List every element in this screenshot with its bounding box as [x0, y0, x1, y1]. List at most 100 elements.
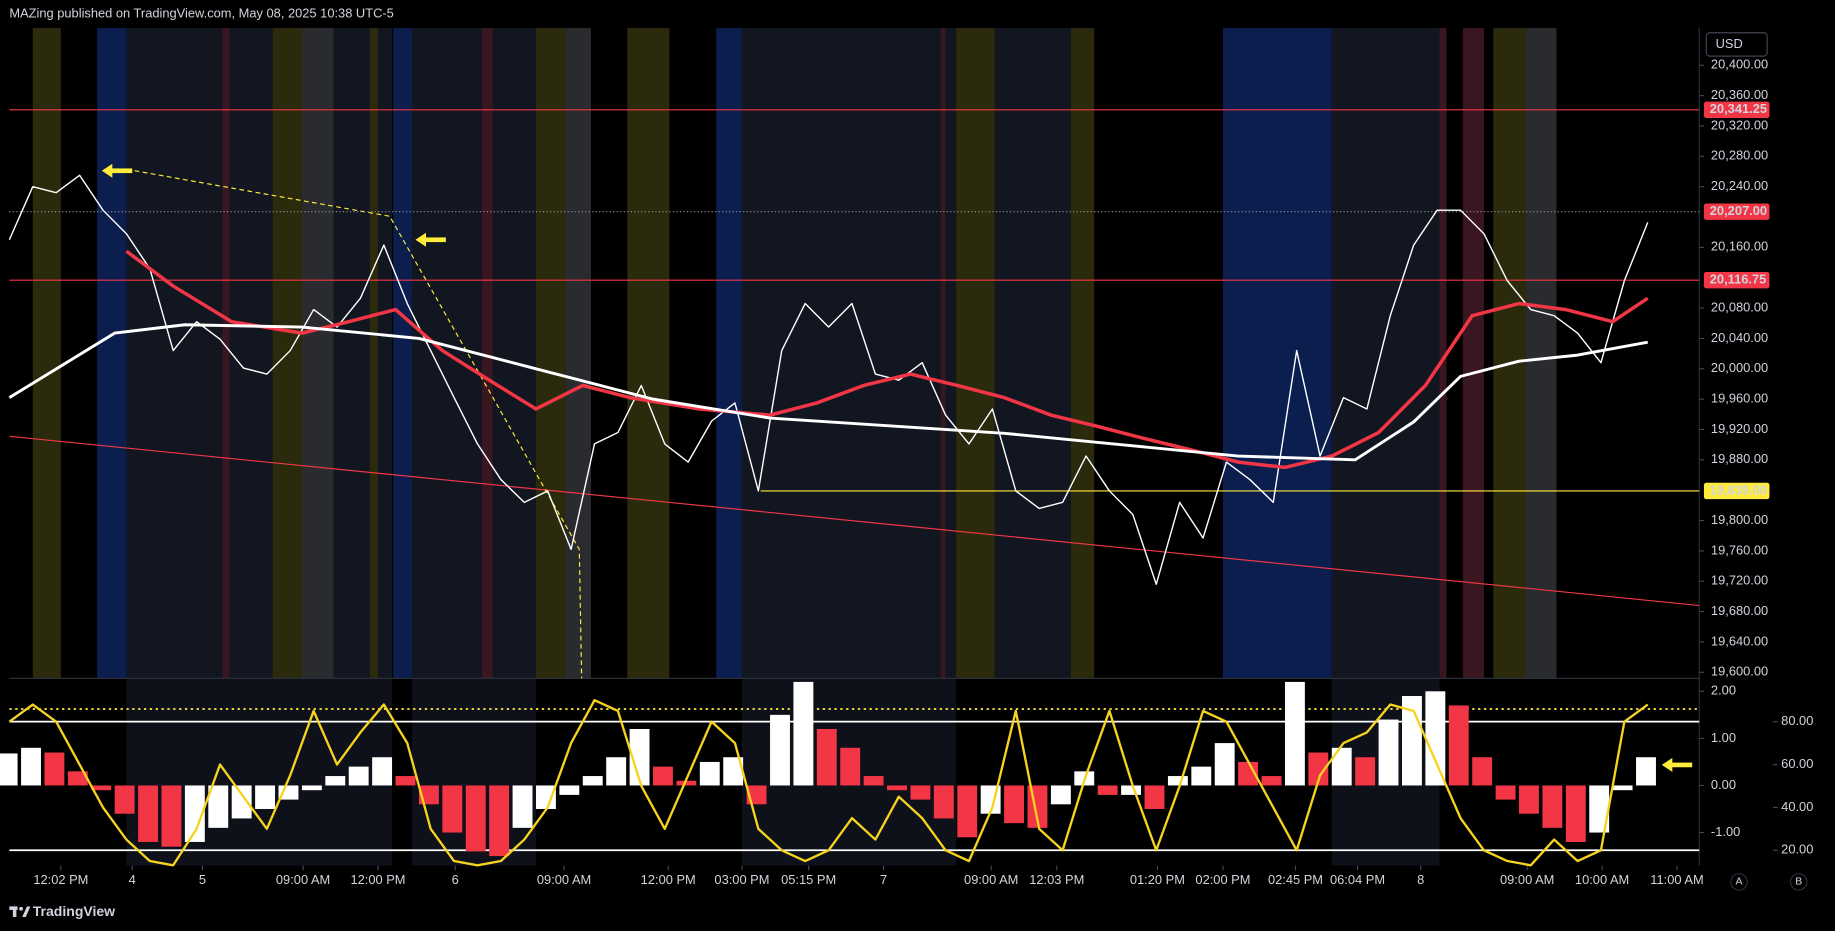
arrow-shaft: [424, 237, 446, 243]
session-band: [741, 28, 957, 679]
arrow-shaft: [111, 168, 133, 174]
histogram-bar: [465, 785, 486, 852]
x-tick-label: 02:45 PM: [1268, 872, 1323, 887]
axis-button[interactable]: [1730, 873, 1748, 891]
histogram-bar: [138, 785, 158, 842]
x-tick-label: 8: [1417, 872, 1424, 887]
arrow-head: [415, 232, 426, 247]
y-tick-label: 20,280.00: [1711, 148, 1768, 163]
arrow-head: [1661, 757, 1673, 772]
histogram-bar: [1121, 785, 1142, 795]
histogram-bar: [1565, 785, 1586, 842]
histogram-bar: [301, 785, 322, 791]
price-level-label: 20,341.25: [1710, 101, 1767, 116]
histogram-bar: [957, 785, 978, 838]
x-tick-label: 12:00 PM: [641, 872, 696, 887]
histogram-bar: [1472, 757, 1493, 786]
x-tick-label: 05:15 PM: [781, 872, 836, 887]
y-tick-label: 20,040.00: [1711, 330, 1768, 345]
histogram-bar: [746, 785, 767, 805]
histogram-bar: [887, 785, 907, 791]
histogram-bar: [208, 785, 229, 828]
session-band: [535, 28, 566, 679]
session-bands: [32, 28, 1557, 866]
arrow-shaft: [1671, 762, 1693, 768]
x-tick-label: 7: [880, 872, 887, 887]
y-tick-label: 20,400.00: [1711, 57, 1768, 72]
histogram-bar: [840, 747, 861, 786]
histogram-bar: [67, 771, 88, 786]
x-tick-label: 6: [452, 872, 459, 887]
histogram-bar: [606, 757, 627, 786]
y-tick-label: 20,160.00: [1711, 239, 1768, 254]
histogram-bar: [372, 757, 393, 786]
header-text: MAZing published on TradingView.com, May…: [9, 5, 393, 20]
price-level-label: 20,116.75: [1710, 272, 1767, 287]
histogram-bar: [114, 785, 135, 814]
histogram-bar: [653, 766, 673, 786]
histogram-bar: [231, 785, 252, 819]
currency-box[interactable]: [1705, 32, 1768, 57]
session-band: [1439, 28, 1447, 679]
series-line: [8, 174, 1649, 585]
session-band: [565, 28, 591, 679]
trendline: [9, 435, 1700, 607]
axis-button-label: B: [1795, 876, 1802, 888]
x-tick-label: 09:00 AM: [276, 872, 330, 887]
histogram-bar: [161, 785, 182, 847]
histogram-bar: [1167, 776, 1188, 786]
session-band: [627, 28, 670, 679]
axis-button[interactable]: [1789, 873, 1808, 891]
price-level-label: 20,207.00: [1710, 203, 1767, 218]
histogram-bar: [0, 753, 18, 786]
price-level-box: [1703, 203, 1770, 220]
currency: USD: [1716, 36, 1743, 51]
histogram-bar: [723, 757, 744, 786]
y-tick-label: 0.00: [1711, 777, 1736, 792]
histogram-bar: [1519, 785, 1539, 814]
histogram-bar: [1612, 785, 1633, 791]
session-band: [1331, 28, 1440, 679]
histogram-bar: [184, 785, 205, 842]
arrow-head: [101, 163, 113, 178]
x-tick-label: 11:00 AM: [1650, 872, 1703, 887]
x-tick-label: 4: [129, 872, 136, 887]
x-tick-label: 06:04 PM: [1330, 872, 1385, 887]
histogram-bar: [1284, 681, 1305, 786]
y-tick-label: 19,640.00: [1711, 633, 1768, 648]
histogram-bar: [1214, 743, 1235, 786]
x-tick-label: 12:00 PM: [350, 872, 405, 887]
histogram-bar: [44, 752, 65, 786]
histogram-bar: [489, 785, 510, 857]
y-tick-label: 2.00: [1711, 683, 1736, 698]
histogram-bar: [559, 785, 580, 795]
price-level-box: [1703, 101, 1770, 119]
histogram-bar: [699, 761, 720, 786]
x-tick-label: 09:00 AM: [964, 872, 1018, 887]
histogram-bar: [1144, 785, 1165, 810]
session-band: [301, 28, 334, 679]
y2-tick-label: 40.00: [1781, 799, 1813, 814]
histogram-bar: [91, 785, 112, 791]
y-tick-label: -1.00: [1711, 824, 1740, 839]
histogram-bar: [21, 747, 41, 786]
histogram-bar: [442, 785, 463, 833]
histogram-bar: [816, 728, 837, 786]
histogram-bar: [1636, 757, 1656, 786]
session-band: [482, 28, 493, 679]
session-band: [32, 28, 61, 679]
price-level-label: 19,839.00: [1710, 482, 1767, 497]
y-tick-label: 19,720.00: [1711, 573, 1768, 588]
histogram-bar: [512, 785, 533, 828]
histogram-bar: [1355, 757, 1376, 786]
histogram-bar: [1004, 785, 1024, 824]
histogram-bar: [770, 714, 790, 786]
histogram-bar: [1331, 747, 1352, 786]
session-band: [222, 28, 230, 679]
series-line: [8, 699, 1649, 867]
x-tick-label: 10:00 AM: [1575, 872, 1629, 887]
y2-tick-label: 80.00: [1781, 713, 1813, 728]
histogram-bar: [1448, 705, 1469, 786]
histogram-bar: [793, 681, 814, 786]
histogram-bar: [255, 785, 276, 810]
